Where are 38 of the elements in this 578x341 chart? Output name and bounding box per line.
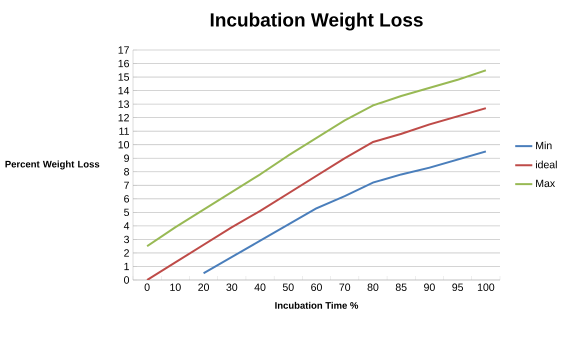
y-tick-label: 5 xyxy=(124,208,130,216)
x-tick-label: 95 xyxy=(452,284,464,291)
y-tick-label: 2 xyxy=(124,249,129,257)
y-axis-title: Percent Weight Loss xyxy=(5,160,100,170)
x-tick-label: 30 xyxy=(226,284,238,291)
x-tick-label: 20 xyxy=(198,284,210,291)
y-tick-label: 0 xyxy=(124,276,130,284)
y-tick-label: 14 xyxy=(118,86,130,94)
y-tick-label: 4 xyxy=(124,222,130,230)
x-tick-label: 40 xyxy=(254,284,266,291)
x-tick-label: 100 xyxy=(478,284,494,291)
y-tick-label: 15 xyxy=(118,73,130,81)
y-tick-label: 10 xyxy=(118,140,130,148)
legend-label: Min xyxy=(536,142,552,150)
y-tick-label: 11 xyxy=(119,128,129,135)
legend-label: Max xyxy=(536,180,555,188)
y-tick-label: 6 xyxy=(124,195,130,203)
y-tick-label: 7 xyxy=(124,182,129,189)
x-tick-label: 70 xyxy=(339,284,350,291)
x-tick-label: 60 xyxy=(311,284,322,291)
chart-title: Incubation Weight Loss xyxy=(210,12,423,30)
y-tick-label: 17 xyxy=(118,46,129,54)
x-tick-label: 0 xyxy=(144,284,150,291)
x-axis-title: Incubation Time % xyxy=(275,302,358,309)
line-series xyxy=(146,107,487,280)
x-tick-label: 50 xyxy=(282,284,294,291)
y-tick-label: 9 xyxy=(124,154,129,162)
y-tick-label: 12 xyxy=(118,114,129,122)
x-tick-label: 80 xyxy=(368,284,378,291)
x-tick-label: 10 xyxy=(170,284,181,291)
y-tick-label: 1 xyxy=(124,262,129,270)
legend-label: ideal xyxy=(536,160,557,168)
x-tick-label: 85 xyxy=(396,284,407,291)
y-tick-label: 13 xyxy=(118,100,130,108)
y-tick-label: 8 xyxy=(124,168,130,176)
y-tick-label: 16 xyxy=(118,60,130,68)
y-tick-label: 3 xyxy=(124,236,130,244)
x-tick-label: 90 xyxy=(424,284,435,291)
